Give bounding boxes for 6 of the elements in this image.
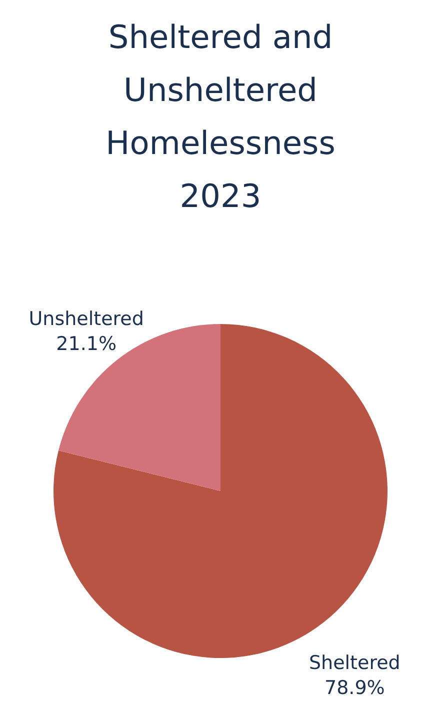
data-label: 21.1% [56, 333, 117, 356]
pie-slice [58, 324, 220, 491]
chart-title: Sheltered and Unsheltered Homelessness 2023 [106, 18, 336, 215]
slice-label: Sheltered [308, 652, 400, 674]
slice-label: Unsheltered [28, 308, 144, 330]
data-label: 78.9% [324, 676, 385, 699]
